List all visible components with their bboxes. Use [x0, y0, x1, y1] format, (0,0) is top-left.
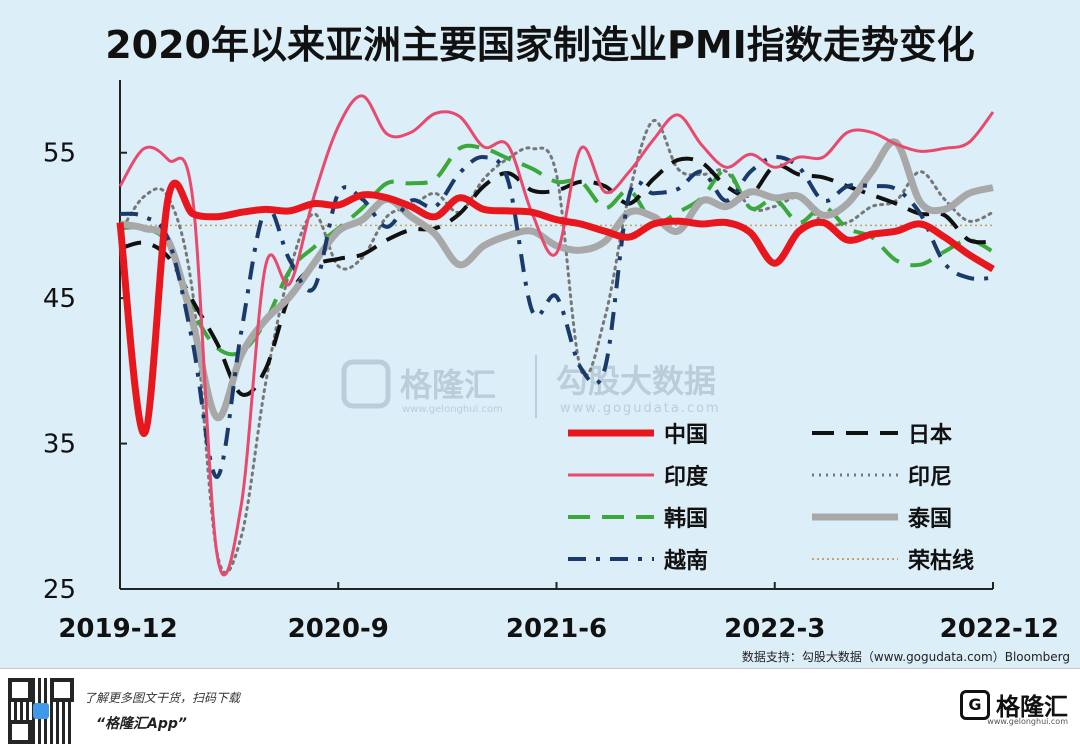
- x-tick-label: 2019-12: [58, 614, 177, 644]
- x-tick-label: 2022-3: [724, 614, 825, 644]
- y-tick-label: 35: [43, 430, 76, 460]
- qr-corner: [8, 678, 32, 702]
- legend-label: 韩国: [664, 506, 708, 532]
- watermark-data-url: www.gogudata.com: [560, 401, 721, 416]
- legend-label: 越南: [663, 549, 708, 574]
- watermark-brand: 格隆汇: [400, 366, 496, 404]
- legend-label: 印度: [664, 464, 709, 490]
- footer-download-hint: 了解更多图文干货，扫码下载: [84, 691, 241, 705]
- pmi-line-chart: 格隆汇 www.gelonghui.com 勾股大数据 www.gogudata…: [43, 80, 1059, 644]
- legend-label: 荣枯线: [907, 548, 974, 574]
- y-tick-label: 25: [43, 575, 76, 605]
- legend-label: 印尼: [908, 465, 952, 490]
- series-line-泰国: [119, 138, 994, 421]
- chart-axes: 25 35 45 55 2019-12 2020-9 2021-6 2022-3 2022-12: [43, 80, 1059, 644]
- x-tick-label: 2022-12: [940, 614, 1059, 644]
- brand-logo-icon: G: [960, 689, 990, 720]
- watermark-logo-icon: [341, 359, 391, 409]
- chart-series: [116, 94, 995, 577]
- footer-brand-url: www.gelonghui.com: [987, 717, 1068, 726]
- chart-title: 2020年以来亚洲主要国家制造业PMI指数走势变化: [105, 23, 975, 67]
- source-note: 数据支持：勾股大数据（www.gogudata.com）Bloomberg: [741, 650, 1070, 664]
- watermark-brand-url: www.gelonghui.com: [402, 404, 503, 415]
- y-tick-label: 55: [43, 139, 76, 169]
- qr-code-icon[interactable]: [8, 678, 74, 744]
- footer-brand: G 格隆汇 www.gelonghui.com: [960, 687, 1068, 726]
- watermark: 格隆汇 www.gelonghui.com 勾股大数据 www.gogudata…: [341, 355, 721, 418]
- series-line-印度: [118, 94, 995, 577]
- footer: 了解更多图文干货，扫码下载 “格隆汇App” G 格隆汇 www.gelongh…: [0, 668, 1080, 749]
- footer-app-name: “格隆汇App”: [96, 716, 187, 732]
- qr-logo-icon: [33, 703, 49, 719]
- legend-label: 日本: [908, 423, 952, 448]
- x-tick-label: 2020-9: [288, 614, 389, 644]
- qr-corner: [50, 678, 74, 702]
- series-line-韩国: [119, 143, 994, 357]
- x-tick-label: 2021-6: [506, 614, 607, 644]
- series-line-越南: [119, 155, 994, 480]
- legend-label: 泰国: [907, 507, 952, 532]
- legend-label: 中国: [664, 423, 708, 448]
- series-line-中国: [116, 179, 995, 437]
- footer-brand-name: 格隆汇: [996, 693, 1068, 721]
- y-tick-label: 45: [43, 284, 76, 314]
- qr-corner: [8, 720, 32, 744]
